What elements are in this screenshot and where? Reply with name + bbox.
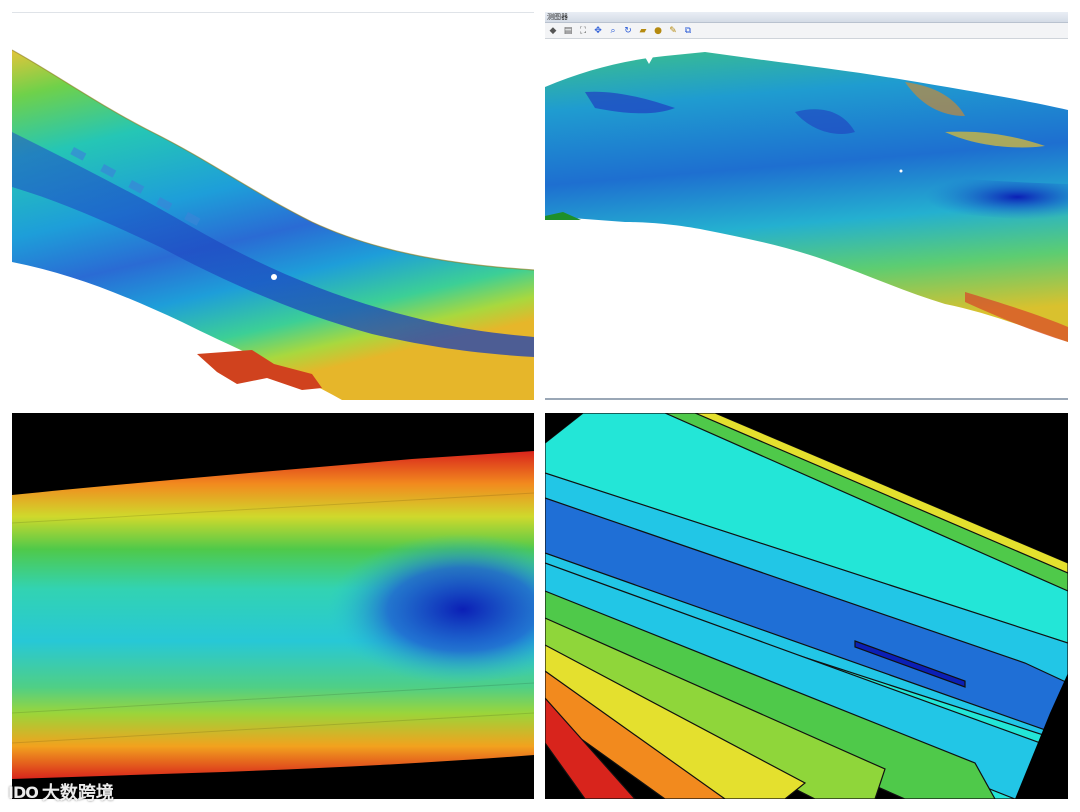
- panel-3d-terrain-viewer: 测图器 ◆ ▤ ⛶ ✥ ⌕ ↻ ▰ ● ✎ ⧉: [545, 12, 1068, 400]
- fit-extent-icon[interactable]: ⛶: [579, 25, 587, 36]
- panel-color-shaded-bathymetry: [12, 413, 534, 799]
- link-icon[interactable]: ⧉: [684, 25, 692, 36]
- viewer-window-title: 测图器: [545, 12, 1068, 23]
- pin-icon[interactable]: ●: [654, 25, 662, 36]
- watermark-logo: IDO: [8, 782, 39, 802]
- bathymetry-shaded-map: [12, 451, 534, 779]
- rotate-icon[interactable]: ↻: [624, 25, 632, 36]
- terrain-render-left: [12, 49, 534, 400]
- viewer-toolbar: ◆ ▤ ⛶ ✥ ⌕ ↻ ▰ ● ✎ ⧉: [545, 23, 1068, 39]
- panel-3d-terrain-left: [12, 12, 534, 400]
- print-icon[interactable]: ▤: [563, 25, 573, 36]
- panel-contour-bathymetry: [545, 413, 1068, 799]
- terrain-render-right: [545, 50, 1068, 342]
- panel-top-border: [12, 12, 534, 13]
- zoom-icon[interactable]: ⌕: [610, 25, 616, 36]
- layers-icon[interactable]: ◆: [549, 25, 557, 36]
- settings-icon[interactable]: ✎: [669, 25, 677, 36]
- watermark: IDO 大数跨境: [8, 778, 114, 806]
- pan-icon[interactable]: ✥: [594, 25, 602, 36]
- watermark-text: 大数跨境: [41, 783, 114, 804]
- bathymetry-contour-map: [545, 413, 1068, 799]
- viewer-status-bar: [545, 398, 1068, 400]
- measure-icon[interactable]: ▰: [639, 25, 647, 36]
